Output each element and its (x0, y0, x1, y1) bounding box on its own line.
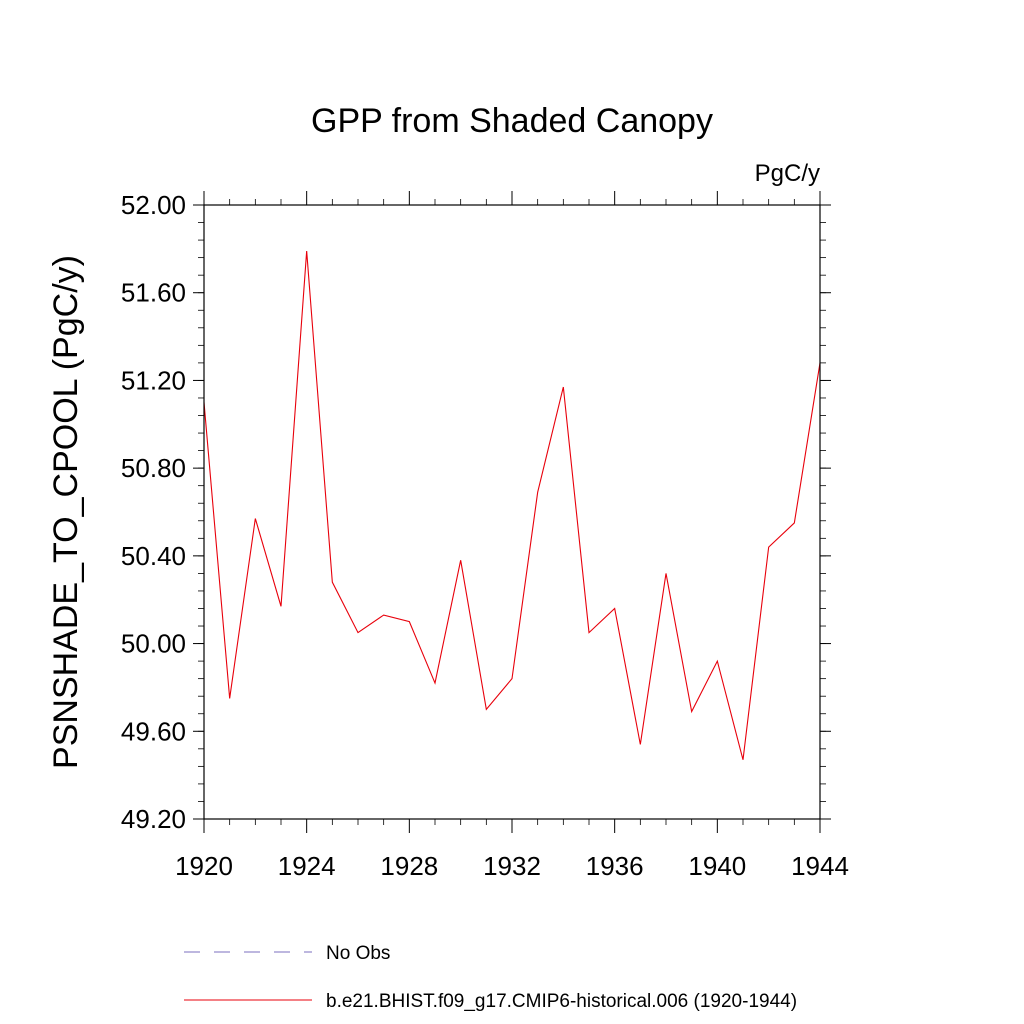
y-tick-label: 51.60 (121, 278, 186, 308)
y-tick-label: 51.20 (121, 365, 186, 395)
x-tick-label: 1932 (483, 851, 541, 881)
x-tick-label: 1936 (586, 851, 644, 881)
y-axis-label: PSNSHADE_TO_CPOOL (PgC/y) (47, 255, 85, 769)
plot-area (203, 251, 821, 760)
x-tick-label: 1924 (278, 851, 336, 881)
x-tick-label: 1944 (791, 851, 849, 881)
y-tick-label: 49.20 (121, 804, 186, 834)
axis-ticks: 49.20 49.60 50.00 50.40 50.80 51.20 51.60 52.00… (121, 190, 849, 881)
units-label: PgC/y (755, 160, 820, 187)
x-tick-label: 1940 (688, 851, 746, 881)
series-line-0 (203, 251, 821, 760)
y-tick-label: 50.80 (121, 453, 186, 483)
y-tick-label: 50.00 (121, 629, 186, 659)
plot-frame (203, 204, 821, 820)
y-tick-label: 52.00 (121, 190, 186, 220)
legend-label-1: b.e21.BHIST.f09_g17.CMIP6-historical.006… (326, 991, 797, 1012)
legend: No Obs b.e21.BHIST.f09_g17.CMIP6-historic… (184, 943, 797, 1012)
x-tick-label: 1928 (380, 851, 438, 881)
x-tick-label: 1920 (175, 851, 233, 881)
y-tick-label: 50.40 (121, 541, 186, 571)
chart-title: GPP from Shaded Canopy (311, 102, 713, 140)
legend-label-0: No Obs (326, 943, 390, 964)
y-tick-label: 49.60 (121, 716, 186, 746)
